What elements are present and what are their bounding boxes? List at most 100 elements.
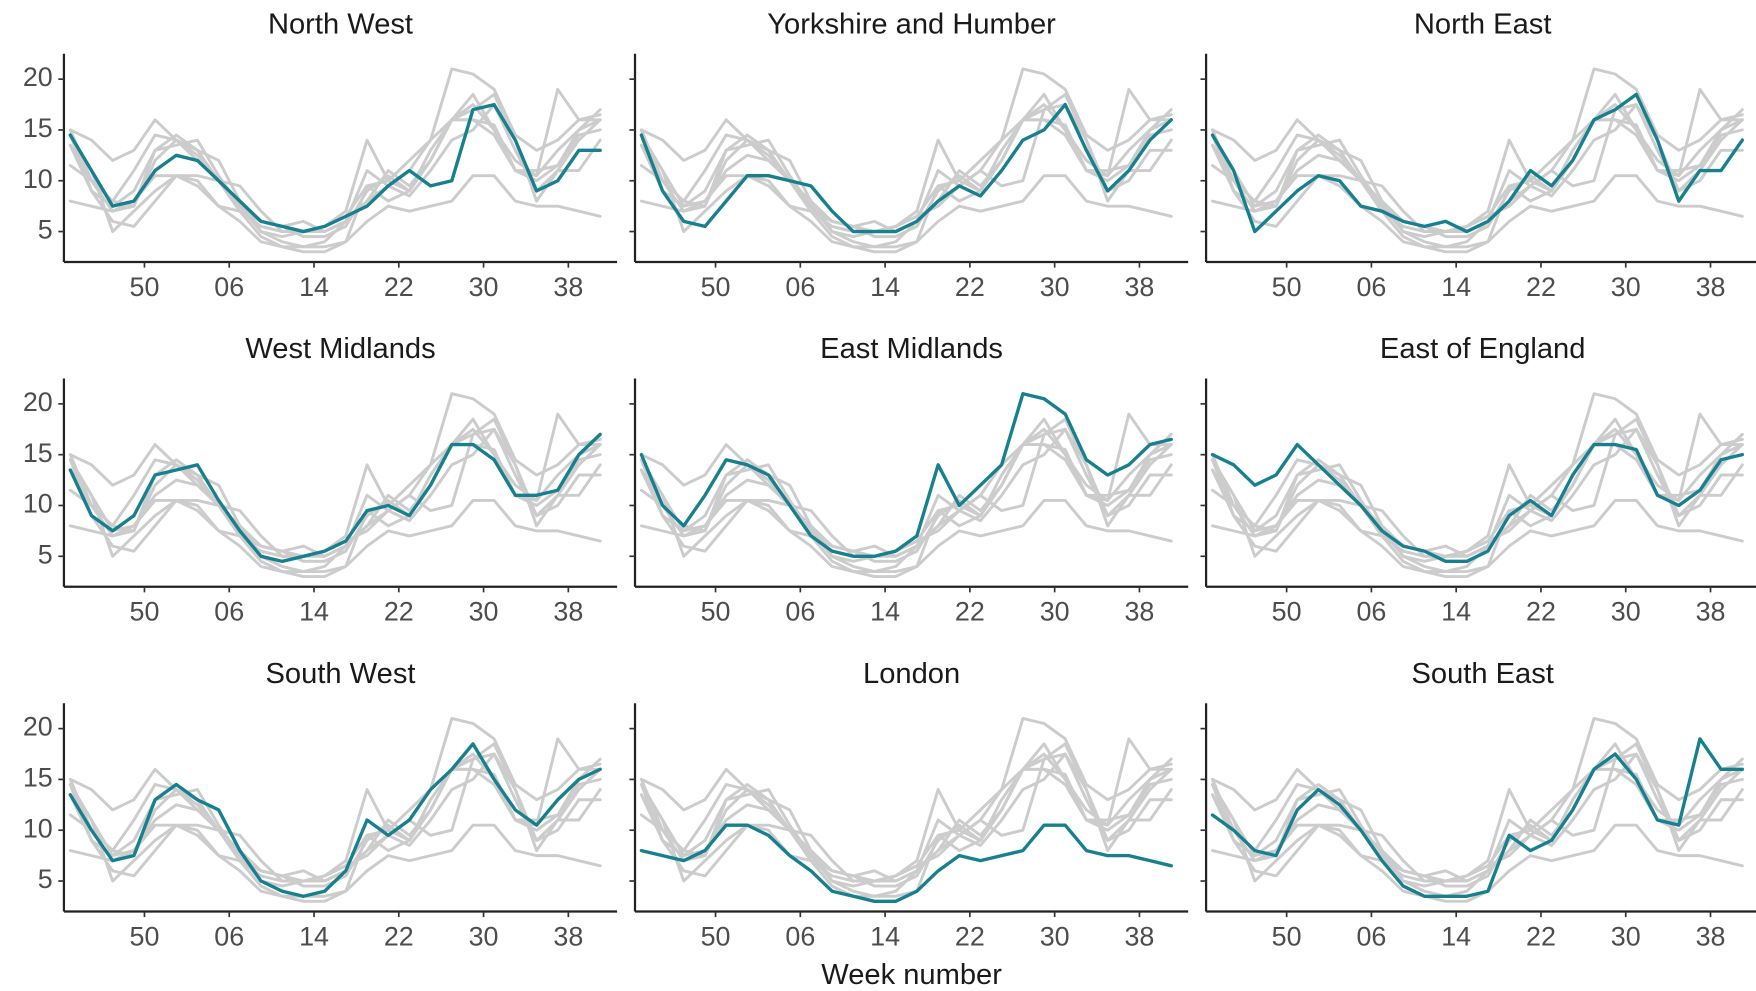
series-line xyxy=(68,67,602,234)
x-tick-label: 30 xyxy=(1611,597,1641,627)
x-tick-label: 38 xyxy=(553,597,583,627)
x-tick-label: 06 xyxy=(214,921,244,951)
series-line xyxy=(1211,823,1744,903)
x-tick-label: 30 xyxy=(469,272,499,302)
x-tick-label: 14 xyxy=(299,597,329,627)
series-line xyxy=(639,174,1173,254)
panel: London 50 06 14 22 30 38 xyxy=(629,658,1189,951)
series-line xyxy=(68,737,602,898)
series-line xyxy=(1211,87,1744,249)
y-tick-label: 20 xyxy=(23,62,53,92)
series-line xyxy=(639,716,1173,883)
x-tick-label: 50 xyxy=(701,597,731,627)
series-line xyxy=(639,498,1173,579)
x-tick-label: 38 xyxy=(1124,921,1154,951)
y-tick-label: 5 xyxy=(38,864,53,894)
lines xyxy=(68,392,602,579)
series-line xyxy=(68,417,602,558)
x-tick-label: 50 xyxy=(701,272,731,302)
y-tick-label: 5 xyxy=(38,539,53,569)
x-tick-label: 14 xyxy=(870,272,900,302)
panel: North East 50 06 14 22 30 38 xyxy=(1200,8,1756,302)
x-tick-label: 14 xyxy=(1441,921,1471,951)
series-line xyxy=(1211,742,1744,883)
series-line xyxy=(639,417,1173,558)
x-tick-label: 22 xyxy=(1526,272,1556,302)
x-tick-label: 50 xyxy=(701,921,731,951)
x-tick-label: 38 xyxy=(1124,597,1154,627)
y-tick-label: 5 xyxy=(38,215,53,245)
panel: East Midlands 50 06 14 22 30 38 xyxy=(629,333,1189,627)
y-tick-label: 15 xyxy=(23,438,53,468)
series-line xyxy=(1210,442,1745,564)
x-tick-label: 06 xyxy=(1356,921,1386,951)
series-line xyxy=(1211,392,1744,558)
x-tick-label: 30 xyxy=(1611,921,1641,951)
series-line xyxy=(1210,737,1745,898)
series-line xyxy=(68,742,602,883)
x-tick-label: 14 xyxy=(1441,597,1471,627)
x-tick-label: 06 xyxy=(214,597,244,627)
x-tick-label: 30 xyxy=(1611,272,1641,302)
x-tick-label: 22 xyxy=(955,597,985,627)
panel: South East 50 06 14 22 30 38 xyxy=(1200,658,1756,951)
x-axis-label: Week number xyxy=(821,959,1002,991)
x-tick-label: 14 xyxy=(299,921,329,951)
series-line xyxy=(68,742,602,898)
panel: Yorkshire and Humber 50 06 14 22 30 38 xyxy=(629,8,1189,302)
series-line xyxy=(1211,742,1744,898)
series-line xyxy=(68,432,602,564)
lines xyxy=(639,392,1173,579)
series-line xyxy=(1211,716,1744,883)
x-tick-label: 22 xyxy=(1526,597,1556,627)
series-line xyxy=(1211,174,1744,254)
x-tick-label: 06 xyxy=(1356,597,1386,627)
series-line xyxy=(1211,498,1744,579)
series-line xyxy=(68,92,602,249)
y-tick-label: 10 xyxy=(23,489,53,519)
x-tick-label: 38 xyxy=(1696,272,1726,302)
x-tick-label: 06 xyxy=(214,272,244,302)
panel-title: East Midlands xyxy=(820,333,1003,365)
series-line xyxy=(639,67,1173,234)
x-tick-label: 30 xyxy=(1040,921,1070,951)
series-line xyxy=(639,742,1173,883)
y-tick-label: 15 xyxy=(23,763,53,793)
series-line xyxy=(639,742,1173,898)
y-tick-label: 20 xyxy=(23,712,53,742)
panel-title: London xyxy=(863,658,960,690)
series-line xyxy=(1211,417,1744,558)
series-line xyxy=(68,87,602,249)
series-line xyxy=(639,87,1173,249)
x-tick-label: 22 xyxy=(955,921,985,951)
lines xyxy=(1210,716,1745,903)
panel-title: South West xyxy=(266,658,416,690)
x-tick-label: 30 xyxy=(469,597,499,627)
series-line xyxy=(639,102,1173,234)
x-tick-label: 38 xyxy=(1124,272,1154,302)
x-tick-label: 50 xyxy=(1272,921,1302,951)
panel-title: North East xyxy=(1414,8,1552,40)
x-tick-label: 30 xyxy=(1040,272,1070,302)
series-line xyxy=(639,412,1173,573)
x-tick-label: 50 xyxy=(130,272,160,302)
x-tick-label: 22 xyxy=(955,272,985,302)
x-tick-label: 38 xyxy=(553,921,583,951)
series-line xyxy=(68,392,602,558)
series-line xyxy=(68,102,602,234)
lines xyxy=(639,716,1173,903)
series-line xyxy=(639,92,1173,249)
series-line xyxy=(68,823,602,903)
x-tick-label: 14 xyxy=(1441,272,1471,302)
panel-title: West Midlands xyxy=(245,333,435,365)
x-tick-label: 22 xyxy=(384,597,414,627)
lines xyxy=(1210,392,1745,579)
x-tick-label: 50 xyxy=(1272,272,1302,302)
series-line xyxy=(1210,92,1745,234)
y-tick-label: 15 xyxy=(23,113,53,143)
x-tick-label: 38 xyxy=(1696,921,1726,951)
lines xyxy=(68,67,602,254)
panel-title: North West xyxy=(268,8,413,40)
